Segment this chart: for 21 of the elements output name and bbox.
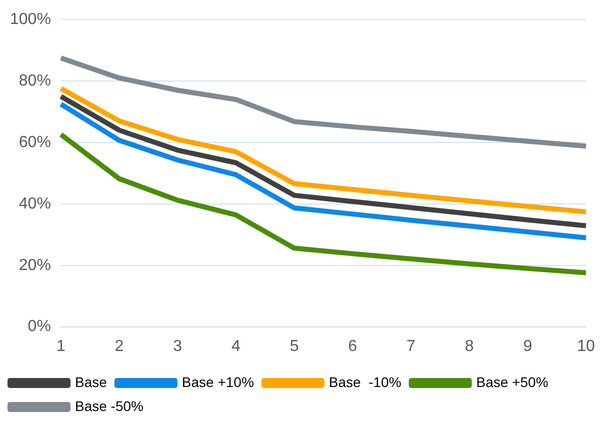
legend-label: Base	[75, 374, 108, 390]
legend-label: Base +50%	[476, 374, 548, 390]
y-tick-label: 40%	[18, 195, 51, 212]
legend-label: Base +10%	[182, 374, 254, 390]
x-tick-label: 7	[406, 338, 416, 355]
x-tick-label: 8	[464, 338, 474, 355]
x-tick-label: 9	[523, 338, 532, 355]
legend-label: Base -10%	[328, 374, 402, 390]
y-tick-label: 0%	[28, 318, 51, 336]
x-tick-label: 2	[114, 338, 124, 355]
x-tick-label: 4	[231, 338, 240, 355]
x-tick-label: 5	[290, 338, 299, 355]
y-tick-label: 60%	[18, 134, 51, 151]
x-tick-label: 3	[173, 338, 182, 355]
y-tick-label: 100%	[10, 11, 51, 28]
y-tick-label: 20%	[18, 256, 51, 274]
x-tick-label: 6	[348, 338, 358, 355]
x-tick-label: 10	[577, 338, 595, 355]
y-tick-label: 80%	[18, 72, 51, 90]
x-tick-label: 1	[56, 338, 66, 355]
legend-label: Base -50%	[75, 398, 144, 414]
